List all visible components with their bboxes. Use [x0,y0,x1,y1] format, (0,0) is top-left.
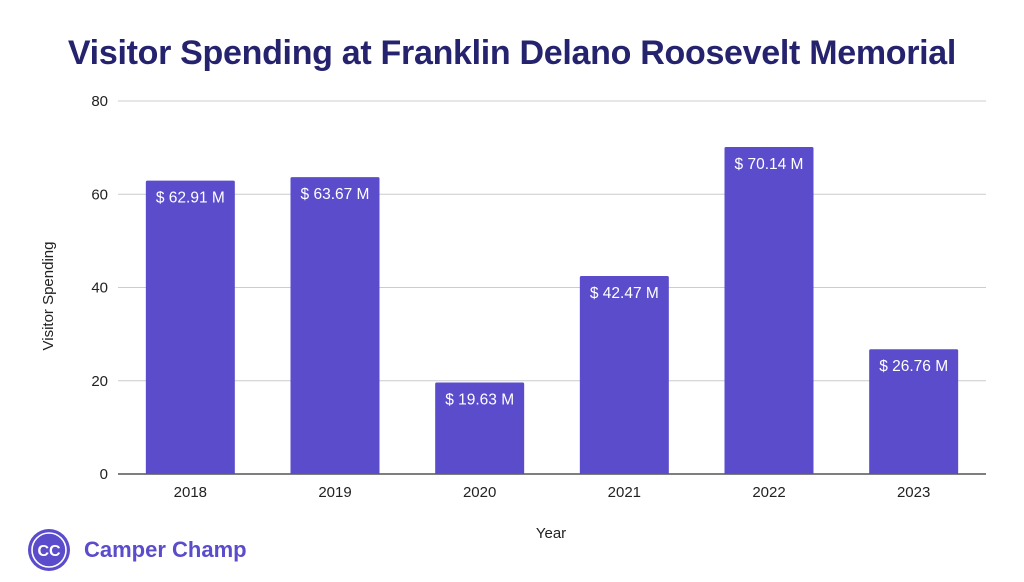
bar [724,146,814,475]
data-label: $ 42.47 M [590,285,659,302]
data-label: $ 26.76 M [879,358,948,375]
bar [145,180,235,474]
data-label: $ 62.91 M [156,190,225,207]
x-tick-label: 2022 [752,484,785,501]
bar [435,382,525,474]
camper-champ-logo: CC [28,529,70,571]
y-tick-label: 20 [91,373,108,390]
y-tick-label: 80 [91,93,108,110]
y-axis-title: Visitor Spending [40,242,57,351]
x-tick-labels: 2018 2019 2020 2021 2022 2023 [174,484,931,501]
data-label: $ 19.63 M [445,391,514,408]
y-tick-labels: 0 20 40 60 80 [91,93,108,483]
bar [290,177,380,475]
x-tick-label: 2019 [318,484,351,501]
x-tick-label: 2018 [174,484,207,501]
bar [869,349,959,474]
y-tick-label: 0 [100,466,108,483]
y-tick-label: 60 [91,186,108,203]
gridlines [118,100,986,475]
x-axis-title: Year [536,525,566,542]
data-labels: $ 62.91 M $ 63.67 M $ 19.63 M $ 42.47 M $ 70… [156,156,948,409]
data-label: $ 63.67 M [301,186,370,203]
cc-logo-icon: CC [31,532,67,568]
x-tick-label: 2020 [463,484,496,501]
bars [145,146,959,475]
y-tick-label: 40 [91,280,108,297]
x-tick-label: 2023 [897,484,930,501]
bar [579,275,669,474]
x-tick-label: 2021 [608,484,641,501]
chart-title: Visitor Spending at Franklin Delano Roos… [67,34,957,72]
brand-footer: CC Camper Champ [28,528,247,572]
brand-name: Camper Champ [84,537,247,562]
data-label: $ 70.14 M [735,156,804,173]
svg-text:CC: CC [37,543,61,560]
